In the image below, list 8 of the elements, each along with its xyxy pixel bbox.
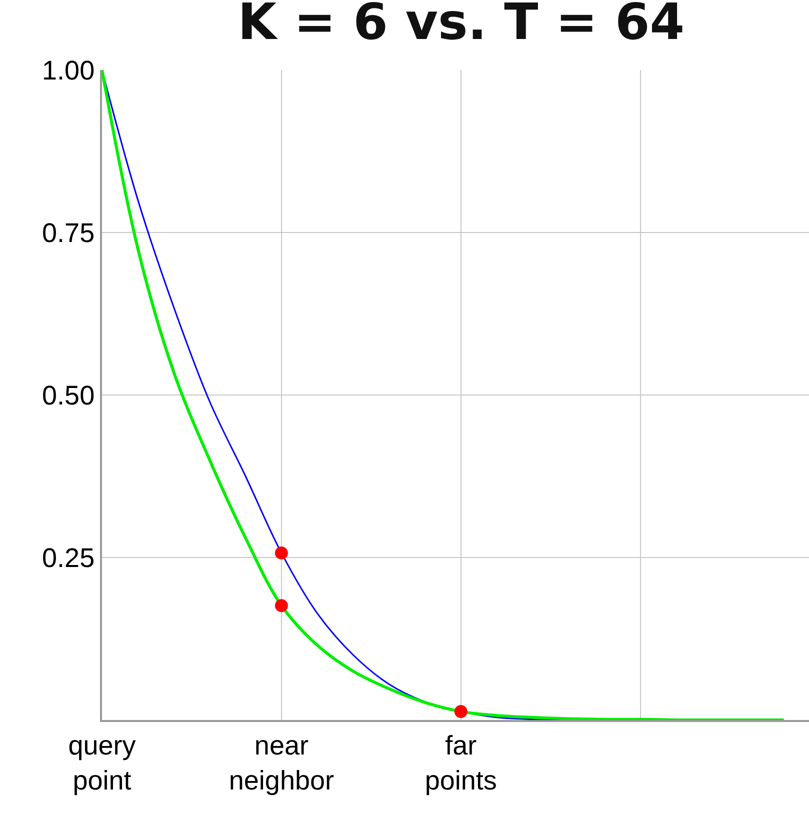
- y-tick-label: 0.75: [42, 218, 95, 248]
- y-tick-label: 0.50: [42, 380, 95, 410]
- x-tick-label: query point: [68, 730, 136, 796]
- x-tick-label: near neighbor: [228, 730, 334, 796]
- y-tick-label: 1.00: [42, 55, 95, 86]
- chart-title: K = 6 vs. T = 64: [238, 0, 685, 52]
- x-tick-label: far points: [424, 730, 497, 796]
- y-tick-label: 0.25: [42, 542, 95, 573]
